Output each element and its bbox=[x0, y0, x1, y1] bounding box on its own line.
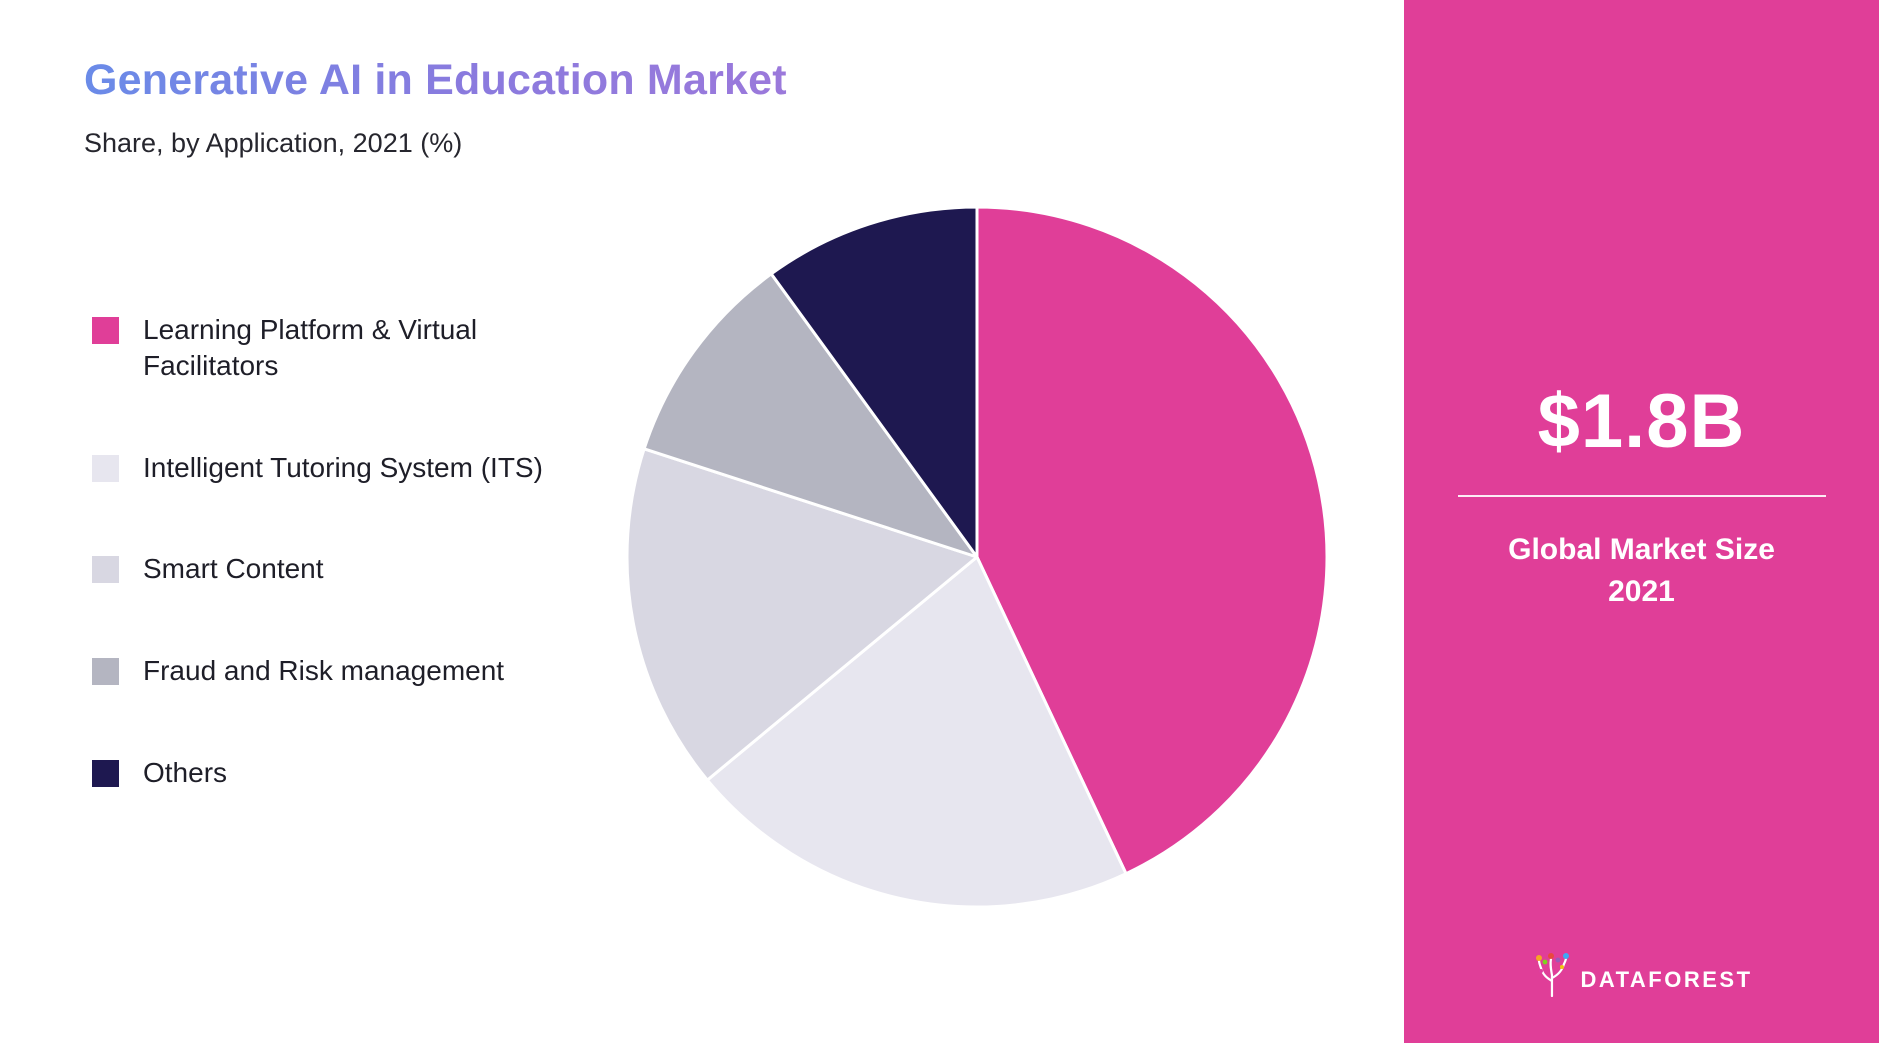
caption-line-1: Global Market Size bbox=[1508, 533, 1775, 566]
market-size-caption: Global Market Size 2021 bbox=[1508, 529, 1775, 613]
logo-text: DATAFOREST bbox=[1580, 967, 1753, 992]
dataforest-logo: DATAFOREST bbox=[1530, 951, 1752, 997]
pie-slice-3 bbox=[625, 447, 979, 782]
legend-item: Others bbox=[92, 755, 612, 791]
legend-label: Smart Content bbox=[143, 553, 324, 585]
pie-chart bbox=[625, 205, 1329, 909]
legend-item: Learning Platform & Virtual Facilitators bbox=[92, 312, 612, 384]
pie-slice-2 bbox=[705, 555, 1128, 909]
market-size-panel: $1.8B Global Market Size 2021 bbox=[1404, 0, 1879, 1043]
caption-line-2: 2021 bbox=[1608, 575, 1675, 608]
dataforest-tree-icon bbox=[1535, 953, 1569, 997]
legend-swatch bbox=[92, 760, 119, 788]
page-subtitle: Share, by Application, 2021 (%) bbox=[84, 128, 463, 158]
legend-swatch bbox=[92, 454, 119, 482]
page-title: Generative AI in Education Market bbox=[84, 56, 787, 104]
legend-label: Fraud and Risk management bbox=[143, 655, 505, 687]
pie-chart-container bbox=[620, 200, 1334, 914]
legend: Learning Platform & Virtual Facilitators… bbox=[92, 312, 612, 791]
pie-slice-5 bbox=[769, 205, 979, 559]
legend-item: Fraud and Risk management bbox=[92, 653, 612, 689]
legend-swatch bbox=[92, 658, 119, 686]
panel-divider bbox=[1457, 495, 1826, 497]
market-size-value: $1.8B bbox=[1537, 379, 1746, 464]
legend-swatch bbox=[92, 317, 119, 344]
legend-swatch bbox=[92, 556, 119, 584]
pie-slice-4 bbox=[642, 272, 979, 559]
legend-label: Others bbox=[143, 757, 228, 789]
legend-label: Learning Platform & Virtual Facilitators bbox=[143, 314, 478, 381]
legend-item: Smart Content bbox=[92, 551, 612, 587]
legend-label: Intelligent Tutoring System (ITS) bbox=[143, 451, 543, 483]
pie-slice-1 bbox=[975, 205, 1329, 876]
legend-item: Intelligent Tutoring System (ITS) bbox=[92, 450, 612, 486]
